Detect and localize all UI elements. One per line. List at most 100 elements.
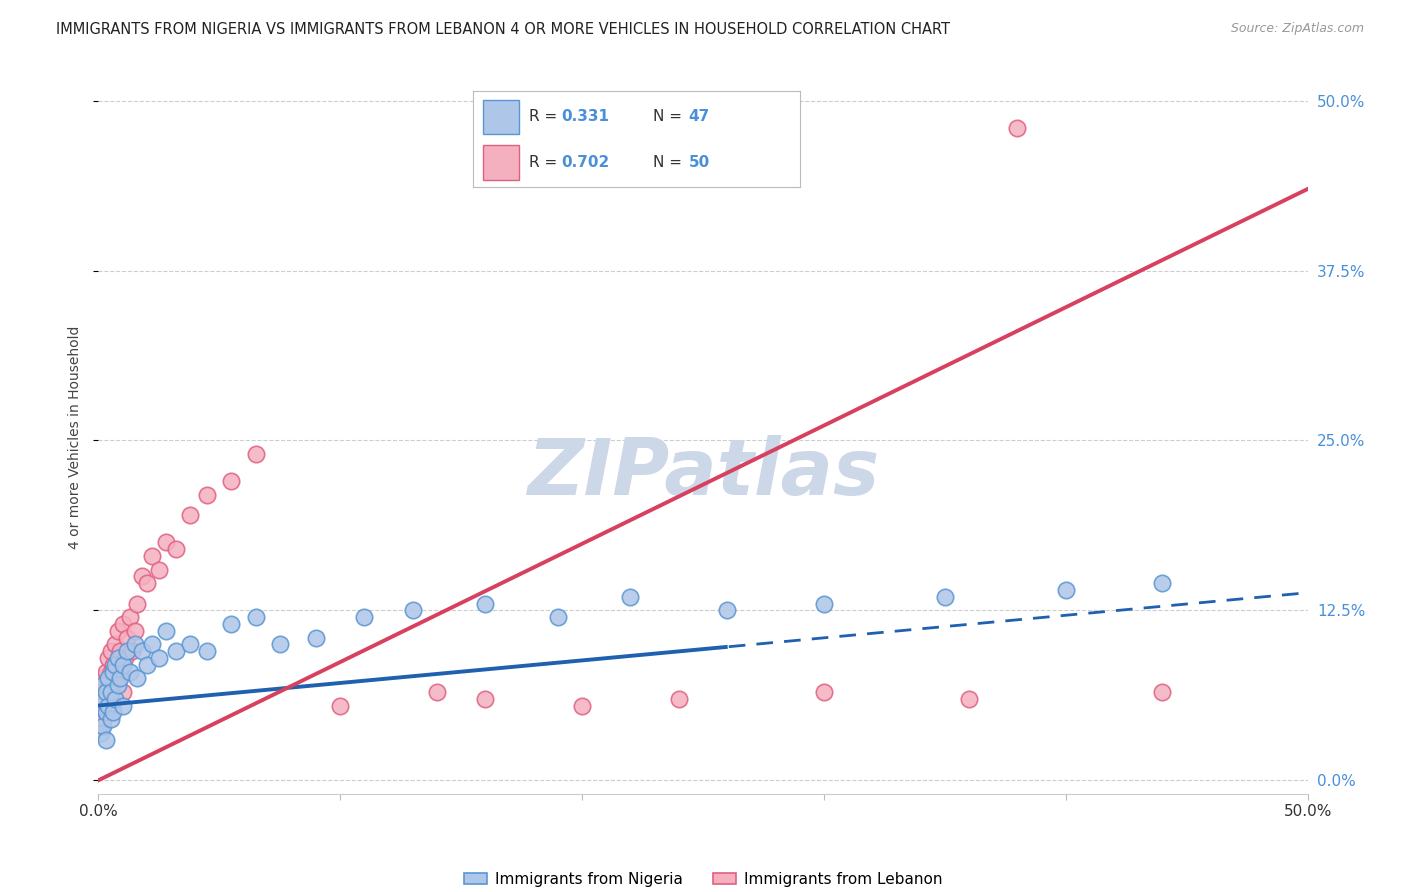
Point <box>269 637 291 651</box>
Text: ZIPatlas: ZIPatlas <box>527 434 879 511</box>
Point <box>94 706 117 720</box>
Point <box>91 712 114 726</box>
Point <box>571 698 593 713</box>
Point <box>104 637 127 651</box>
Point <box>141 549 163 563</box>
Point <box>426 685 449 699</box>
Point <box>100 665 122 679</box>
Point <box>108 644 131 658</box>
Point <box>94 685 117 699</box>
Point <box>101 706 124 720</box>
Point <box>179 508 201 523</box>
Point <box>155 535 177 549</box>
Point <box>619 590 641 604</box>
Point <box>101 665 124 679</box>
Point <box>107 671 129 685</box>
Point <box>107 651 129 665</box>
Point <box>104 657 127 672</box>
Point <box>100 685 122 699</box>
Point <box>716 603 738 617</box>
Point <box>195 488 218 502</box>
Point <box>813 597 835 611</box>
Point <box>668 691 690 706</box>
Point <box>114 651 136 665</box>
Point <box>329 698 352 713</box>
Point <box>101 678 124 692</box>
Point <box>124 624 146 638</box>
Point <box>111 617 134 632</box>
Point <box>305 631 328 645</box>
Point <box>1007 120 1029 135</box>
Text: IMMIGRANTS FROM NIGERIA VS IMMIGRANTS FROM LEBANON 4 OR MORE VEHICLES IN HOUSEHO: IMMIGRANTS FROM NIGERIA VS IMMIGRANTS FR… <box>56 22 950 37</box>
Point <box>97 671 120 685</box>
Point <box>1054 582 1077 597</box>
Point <box>127 671 149 685</box>
Point <box>104 691 127 706</box>
Point <box>131 569 153 583</box>
Point <box>148 651 170 665</box>
Point <box>135 657 157 672</box>
Point <box>111 698 134 713</box>
Point <box>813 685 835 699</box>
Point <box>101 657 124 672</box>
Point <box>547 610 569 624</box>
Point <box>90 719 112 733</box>
Point <box>165 644 187 658</box>
Point <box>131 644 153 658</box>
Point <box>91 691 114 706</box>
Point <box>934 590 956 604</box>
Point <box>108 665 131 679</box>
Point <box>245 447 267 461</box>
Point <box>94 685 117 699</box>
Point <box>121 644 143 658</box>
Point <box>97 698 120 713</box>
Point <box>100 712 122 726</box>
Point <box>90 691 112 706</box>
Point <box>221 475 243 489</box>
Point <box>117 644 139 658</box>
Point <box>97 698 120 713</box>
Point <box>108 671 131 685</box>
Point <box>90 698 112 713</box>
Point <box>221 617 243 632</box>
Point <box>179 637 201 651</box>
Point <box>474 597 496 611</box>
Point <box>100 691 122 706</box>
Point <box>155 624 177 638</box>
Point <box>118 610 141 624</box>
Point <box>353 610 375 624</box>
Point <box>107 624 129 638</box>
Point <box>957 691 980 706</box>
Point <box>124 637 146 651</box>
Point <box>94 706 117 720</box>
Point <box>127 597 149 611</box>
Point <box>91 678 114 692</box>
Point <box>195 644 218 658</box>
Point <box>97 678 120 692</box>
Point <box>402 603 425 617</box>
Point <box>111 685 134 699</box>
Point <box>90 725 112 739</box>
Point <box>118 665 141 679</box>
Point <box>117 631 139 645</box>
Point <box>474 691 496 706</box>
Point <box>1152 685 1174 699</box>
Text: Source: ZipAtlas.com: Source: ZipAtlas.com <box>1230 22 1364 36</box>
Point <box>141 637 163 651</box>
Point <box>90 678 112 692</box>
Point <box>91 671 114 685</box>
Point <box>111 657 134 672</box>
Point <box>91 698 114 713</box>
Y-axis label: 4 or more Vehicles in Household: 4 or more Vehicles in Household <box>69 326 83 549</box>
Legend: Immigrants from Nigeria, Immigrants from Lebanon: Immigrants from Nigeria, Immigrants from… <box>458 866 948 892</box>
Point <box>135 576 157 591</box>
Point <box>1152 576 1174 591</box>
Point <box>148 563 170 577</box>
Point <box>94 732 117 747</box>
Point <box>100 644 122 658</box>
Point <box>245 610 267 624</box>
Point <box>165 542 187 557</box>
Point <box>91 719 114 733</box>
Point <box>97 651 120 665</box>
Point <box>104 691 127 706</box>
